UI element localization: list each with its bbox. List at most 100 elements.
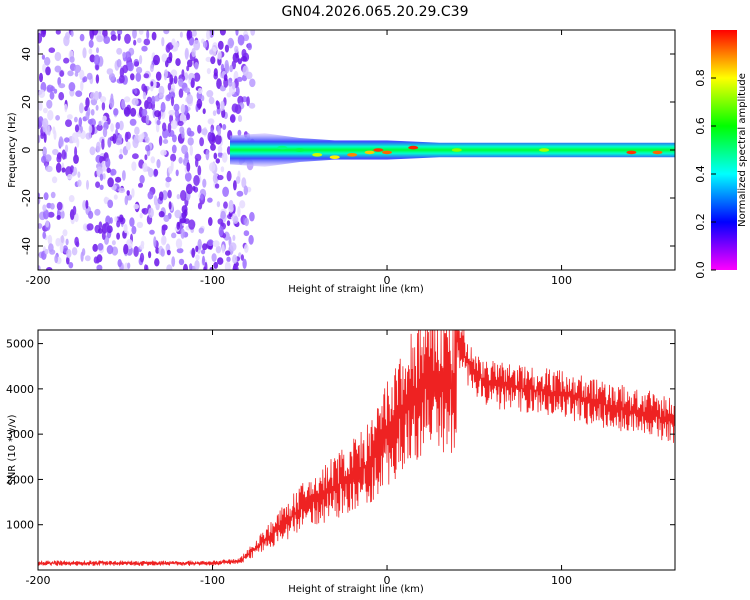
heatmap-cell	[95, 104, 99, 111]
heatmap-cell	[241, 48, 247, 58]
heatmap-cell	[166, 56, 173, 64]
heatmap-cell	[217, 257, 224, 265]
heatmap-cell	[115, 138, 123, 146]
heatmap-cell	[141, 208, 146, 214]
heatmap-cell	[61, 149, 66, 160]
heatmap-cell	[237, 206, 241, 218]
x-tick-label: -200	[26, 274, 51, 287]
heatmap-cell	[165, 181, 170, 188]
heatmap-cell	[213, 68, 218, 77]
heatmap-cell	[169, 74, 174, 85]
heatmap-cell	[241, 177, 247, 189]
heatmap-cell	[239, 200, 246, 209]
heatmap-cell	[136, 37, 142, 44]
heatmap-cell	[174, 109, 180, 119]
heatmap-cell	[133, 246, 139, 257]
heatmap-cell	[131, 188, 135, 198]
heatmap-cell	[134, 126, 140, 135]
heatmap-cell	[223, 201, 228, 209]
heatmap-cell	[196, 98, 203, 109]
heatmap-cell	[125, 131, 131, 140]
heatmap-cell	[184, 172, 192, 182]
heatmap-cell	[99, 173, 104, 181]
heatmap-cell	[38, 89, 46, 98]
heatmap-cell	[148, 207, 154, 219]
heatmap-cell	[161, 225, 166, 236]
heatmap-cell	[217, 125, 222, 136]
heatmap-cell	[139, 212, 143, 219]
heatmap-cell	[194, 62, 199, 70]
heatmap-cell	[213, 152, 218, 160]
heatmap-cell	[178, 258, 185, 266]
heatmap-cell	[127, 262, 131, 269]
snr-series-line	[38, 330, 675, 567]
heatmap-cell	[161, 53, 168, 63]
heatmap-cell	[74, 64, 82, 73]
heatmap-cell	[218, 225, 224, 237]
heatmap-cell	[169, 130, 175, 137]
heatmap-cell	[74, 116, 78, 123]
heatmap-cell	[160, 101, 166, 113]
heatmap-cell	[126, 190, 130, 196]
heatmap-cell	[167, 122, 172, 133]
heatmap-cell	[108, 72, 116, 81]
heatmap-cell	[181, 211, 187, 219]
heatmap-cell	[167, 82, 172, 91]
heatmap-cell	[40, 30, 47, 38]
heatmap-cell	[75, 90, 83, 97]
heatmap-cell	[202, 108, 206, 115]
heatmap-cell	[191, 247, 196, 258]
heatmap-cell	[163, 30, 170, 35]
heatmap-cell	[66, 248, 72, 259]
x-tick-label: 0	[384, 574, 391, 587]
heatmap-cell	[226, 220, 231, 227]
signal-hotspot	[294, 148, 305, 152]
heatmap-cell	[177, 78, 184, 87]
heatmap-cell	[230, 114, 236, 123]
heatmap-cell	[42, 231, 46, 239]
heatmap-cell	[171, 38, 176, 46]
heatmap-cell	[100, 96, 107, 103]
heatmap-cell	[155, 247, 160, 254]
heatmap-cell	[122, 51, 127, 59]
heatmap-cell	[136, 221, 144, 229]
heatmap-cell	[45, 66, 51, 76]
snr-xlabel: Height of straight line (km)	[288, 584, 424, 595]
heatmap-cell	[95, 181, 101, 188]
heatmap-cell	[48, 47, 56, 53]
heatmap-cell	[178, 157, 183, 164]
heatmap-cell	[232, 234, 236, 241]
heatmap-cell	[141, 45, 148, 52]
heatmap-cell	[248, 234, 254, 245]
heatmap-cell	[134, 88, 138, 94]
heatmap-cell	[85, 97, 90, 108]
heatmap-cell	[216, 78, 222, 90]
heatmap-cell	[142, 91, 147, 100]
heatmap-cell	[151, 95, 156, 105]
heatmap-cell	[150, 156, 156, 164]
heatmap-cell	[130, 73, 135, 81]
heatmap-cell	[105, 157, 111, 169]
heatmap-cell	[211, 253, 217, 262]
heatmap-cell	[73, 166, 78, 176]
heatmap-cell	[47, 110, 54, 121]
snr-frame	[37, 329, 676, 571]
heatmap-cell	[111, 240, 116, 246]
heatmap-cell	[174, 209, 182, 219]
heatmap-cell	[246, 96, 250, 107]
signal-hotspot	[329, 155, 340, 159]
heatmap-cell	[139, 252, 145, 263]
heatmap-cell	[138, 30, 144, 35]
heatmap-cell	[141, 83, 146, 92]
heatmap-cell	[194, 153, 202, 162]
heatmap-cell	[242, 65, 249, 76]
heatmap-cell	[41, 155, 47, 164]
heatmap-cell	[228, 199, 234, 211]
heatmap-cell	[90, 92, 96, 100]
colorbar-gradient	[711, 30, 737, 270]
heatmap-cell	[229, 242, 237, 252]
heatmap-cell	[122, 170, 126, 181]
heatmap-cell	[91, 30, 99, 36]
heatmap-cell	[180, 228, 185, 239]
heatmap-cell	[70, 30, 74, 37]
